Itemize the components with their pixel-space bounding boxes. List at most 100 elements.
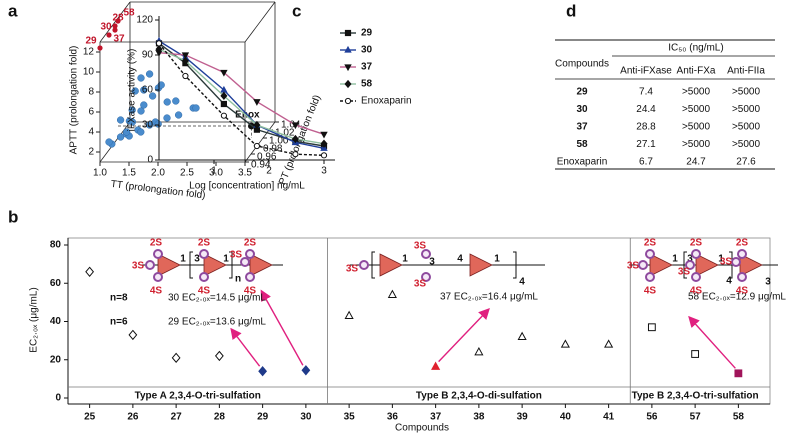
- data-point: [128, 118, 137, 126]
- legend-marker: [344, 97, 352, 105]
- data-point: [253, 99, 261, 106]
- point-label: 30: [100, 22, 112, 33]
- structure-label: 4S: [198, 286, 211, 297]
- structure-label: 2S: [244, 238, 257, 249]
- table-header: IC₅₀ (ng/mL): [668, 43, 723, 54]
- data-point: [220, 69, 228, 77]
- y-axis-title: APTT (prolongation fold): [69, 46, 80, 155]
- annotation: 29 EC₂.₀ₓ=13.6 μg/mL: [168, 317, 266, 328]
- y-tick-label: 0: [147, 155, 153, 166]
- sugar-unit: [649, 253, 673, 277]
- table-cell: >5000: [732, 139, 761, 150]
- section-label: Type B 2,3,4-O-di-sulfation: [416, 391, 542, 402]
- sugar-unit: [379, 253, 403, 277]
- structure-label: n: [235, 274, 241, 285]
- sulfate-ring: [737, 249, 747, 259]
- data-point: [214, 350, 224, 362]
- arrow: [688, 315, 736, 369]
- data-point: [344, 310, 354, 319]
- data-point: [105, 138, 113, 146]
- data-point: [292, 151, 299, 158]
- y-tick-label: 30: [142, 120, 154, 131]
- bracket: [513, 251, 517, 279]
- data-point: [647, 323, 656, 332]
- x-tick-label: 27: [171, 412, 183, 423]
- bracket: [189, 251, 193, 279]
- structure-label: 3S: [132, 261, 145, 272]
- data-point: [474, 346, 484, 356]
- x-tick-label: 29: [257, 412, 269, 423]
- x-tick-label: 30: [300, 412, 312, 423]
- structure-label: 1: [494, 254, 500, 265]
- data-point: [734, 369, 743, 378]
- structure-label: 1: [402, 254, 408, 265]
- structure-label: 2S: [150, 238, 163, 249]
- y-tick-label: 6: [88, 107, 94, 118]
- data-point: [691, 350, 700, 358]
- structure-label: 4S: [644, 286, 657, 297]
- structure-label: 3S: [230, 250, 243, 261]
- structure-label: 2S: [198, 238, 211, 249]
- sulfate-ring: [645, 272, 655, 282]
- data-point: [604, 339, 614, 348]
- x-tick-label: 37: [430, 412, 442, 423]
- box-edge: [99, 1, 131, 43]
- structure-label: 3: [194, 254, 200, 265]
- structure-label: 2S: [644, 238, 657, 249]
- column-header: Anti-FIIa: [727, 66, 765, 77]
- data-point: [320, 139, 328, 148]
- structure-label: 4S: [244, 286, 257, 297]
- table-cell: 29: [576, 87, 588, 98]
- data-point: [131, 87, 139, 95]
- z-tick-label: 1.00: [269, 136, 289, 147]
- table-cell: >5000: [732, 87, 761, 98]
- y-tick-label: 4: [88, 127, 94, 138]
- y-tick-label: 40: [50, 316, 62, 327]
- legend-label: 37: [361, 62, 373, 73]
- data-point: [291, 134, 299, 144]
- bracket: [371, 251, 375, 279]
- data-point: [220, 91, 228, 100]
- table-cell: 58: [576, 139, 588, 150]
- sugar-unit: [203, 253, 227, 277]
- x-tick-label: 58: [733, 412, 745, 423]
- y-axis-title: iFXase activity (%): [127, 49, 138, 132]
- panel-label: b: [8, 207, 18, 226]
- data-point: [517, 331, 527, 341]
- x-tick-label: 3.5: [238, 168, 252, 179]
- annotation: 30 EC₂.₀ₓ=14.5 μg/mL: [168, 293, 266, 304]
- data-point: [320, 131, 328, 139]
- bracket: [683, 251, 687, 279]
- data-point: [387, 289, 397, 298]
- labeled-point: [115, 18, 121, 24]
- data-point: [301, 365, 311, 376]
- x-tick-label: 25: [84, 412, 96, 423]
- structure-label: 4S: [150, 286, 163, 297]
- table-cell: >5000: [682, 104, 711, 115]
- sugar-unit: [695, 253, 719, 277]
- sulfate-ring: [685, 260, 695, 270]
- table-cell: >5000: [682, 87, 711, 98]
- x-tick-label: 2: [266, 166, 272, 177]
- structure-label: 4S: [736, 286, 749, 297]
- z-tick-label: 1.02: [275, 128, 295, 139]
- table-cell: 28.8: [636, 122, 656, 133]
- x-axis-title: Compounds: [395, 423, 449, 434]
- series-line: [158, 42, 325, 157]
- sulfate-ring: [359, 260, 369, 270]
- point-label: 37: [113, 34, 125, 45]
- y-tick-label: 0: [55, 393, 61, 404]
- structure-label: 3S: [346, 264, 359, 275]
- structure-label: 3S: [414, 241, 427, 252]
- x-tick-label: 36: [387, 412, 399, 423]
- data-point: [128, 106, 136, 114]
- data-point: [560, 339, 570, 348]
- section-label: Type A 2,3,4-O-tri-sulfation: [135, 391, 261, 402]
- sugar-unit: [157, 253, 181, 277]
- z-tick-label: 0.94: [251, 160, 271, 171]
- y-tick-label: 12: [83, 47, 95, 58]
- sulfate-ring: [199, 249, 209, 259]
- table-cell: Enoxaparin: [557, 157, 608, 168]
- panel-label: d: [566, 1, 576, 20]
